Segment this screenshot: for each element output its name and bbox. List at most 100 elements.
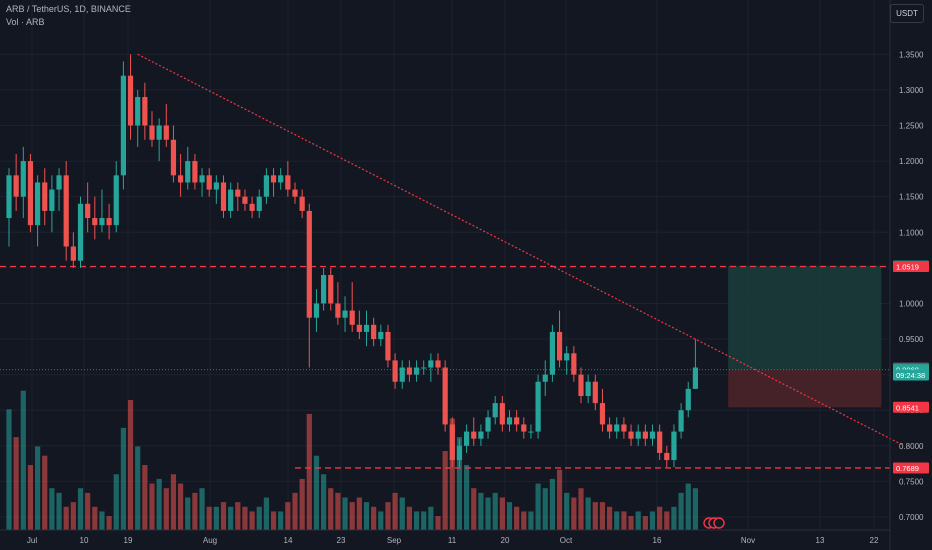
candle-body: [456, 445, 463, 461]
volume-bar: [113, 474, 119, 530]
volume-bar: [306, 413, 312, 530]
candle-body: [564, 353, 570, 361]
symbol-title: ARB / TetherUS, 1D, BINANCE: [6, 4, 131, 14]
volume-bar: [328, 488, 334, 530]
candle-body: [657, 431, 663, 453]
volume-bar: [435, 516, 441, 530]
volume-bar: [13, 437, 19, 530]
candle-body: [514, 417, 520, 425]
volume-bar: [192, 492, 198, 530]
volume-bar: [299, 478, 305, 530]
volume-bar: [571, 497, 577, 530]
volume-bar: [671, 506, 677, 530]
candle-body: [249, 203, 255, 211]
candle-body: [378, 331, 384, 340]
candle-body: [270, 175, 277, 183]
volume-bar: [585, 497, 591, 530]
candle-body: [256, 196, 262, 211]
candle-body: [449, 424, 455, 461]
candle-body: [585, 381, 591, 396]
x-tick-label: 16: [653, 536, 662, 545]
volume-bar: [499, 497, 505, 530]
y-tick-label: 0.7500: [899, 477, 924, 486]
candle-body: [263, 175, 269, 197]
volume-bar: [385, 502, 391, 530]
volume-bar: [142, 465, 148, 530]
candle-body: [77, 203, 84, 261]
volume-bar: [228, 506, 234, 530]
candle-body: [614, 424, 620, 432]
volume-bar: [27, 465, 34, 530]
volume-bar: [170, 474, 177, 530]
y-tick-label: 1.1500: [899, 193, 924, 202]
candle-body: [621, 424, 627, 432]
candle-body: [685, 388, 691, 411]
price-label-box: [893, 401, 929, 413]
volume-bar: [528, 511, 534, 530]
volume-bar: [92, 506, 98, 530]
volume-bar: [6, 409, 12, 530]
candle-body: [278, 175, 284, 183]
candle-body: [299, 196, 305, 211]
y-tick-label: 1.2000: [899, 157, 924, 166]
candle-body: [506, 417, 513, 425]
x-tick-label: 11: [448, 536, 457, 545]
volume-bar: [292, 492, 298, 530]
volume-bar: [35, 446, 41, 530]
x-tick-label: 19: [124, 536, 133, 545]
candle-body: [664, 452, 670, 461]
price-label-box: [893, 462, 929, 474]
volume-bar: [235, 502, 241, 530]
trend-line: [137, 53, 904, 446]
y-tick-label: 1.3000: [899, 86, 924, 95]
candle-body: [535, 381, 541, 432]
candle-body: [571, 353, 577, 375]
y-tick-label: 1.0000: [899, 299, 924, 308]
candle-body: [185, 161, 191, 183]
x-tick-label: 13: [816, 536, 825, 545]
candle-body: [213, 182, 219, 190]
currency-button[interactable]: USDT: [890, 4, 924, 23]
candle-body: [428, 360, 434, 368]
candle-body: [471, 431, 477, 439]
volume-bar: [49, 488, 55, 530]
candle-body: [206, 175, 212, 190]
candle-body: [406, 367, 412, 375]
volume-bar: [421, 511, 427, 530]
volume-bar: [471, 488, 477, 530]
volume-bar: [514, 506, 520, 530]
volume-bar: [206, 506, 212, 530]
volume-bar: [63, 506, 69, 530]
candle-body: [464, 431, 470, 446]
y-tick-label: 1.1000: [899, 228, 924, 237]
candle-body: [127, 75, 134, 126]
candle-body: [306, 210, 312, 318]
volume-bar: [77, 488, 84, 530]
x-tick-label: Sep: [387, 536, 402, 545]
volume-bar: [478, 492, 484, 530]
volume-bar: [685, 483, 691, 530]
x-tick-label: Oct: [560, 536, 573, 545]
volume-bar: [392, 492, 398, 530]
volume-bar: [542, 488, 548, 530]
price-label: 09:24:38: [896, 371, 925, 380]
candle-body: [242, 196, 248, 204]
stop-zone: [728, 369, 882, 408]
candle-body: [163, 125, 169, 140]
candle-body: [156, 125, 162, 140]
candle-body: [42, 182, 48, 211]
candle-body: [199, 175, 205, 183]
candle-body: [321, 274, 327, 304]
volume-bar: [20, 390, 26, 530]
candle-body: [442, 367, 448, 425]
candle-body: [285, 175, 291, 190]
candle-body: [328, 274, 334, 304]
y-tick-label: 0.7000: [899, 513, 924, 522]
y-tick-label: 0.8000: [899, 442, 924, 451]
y-tick-label: 1.3500: [899, 50, 924, 59]
candle-body: [228, 189, 234, 211]
volume-bar: [521, 511, 527, 530]
candle-body: [399, 367, 405, 382]
x-tick-label: Aug: [203, 536, 217, 545]
